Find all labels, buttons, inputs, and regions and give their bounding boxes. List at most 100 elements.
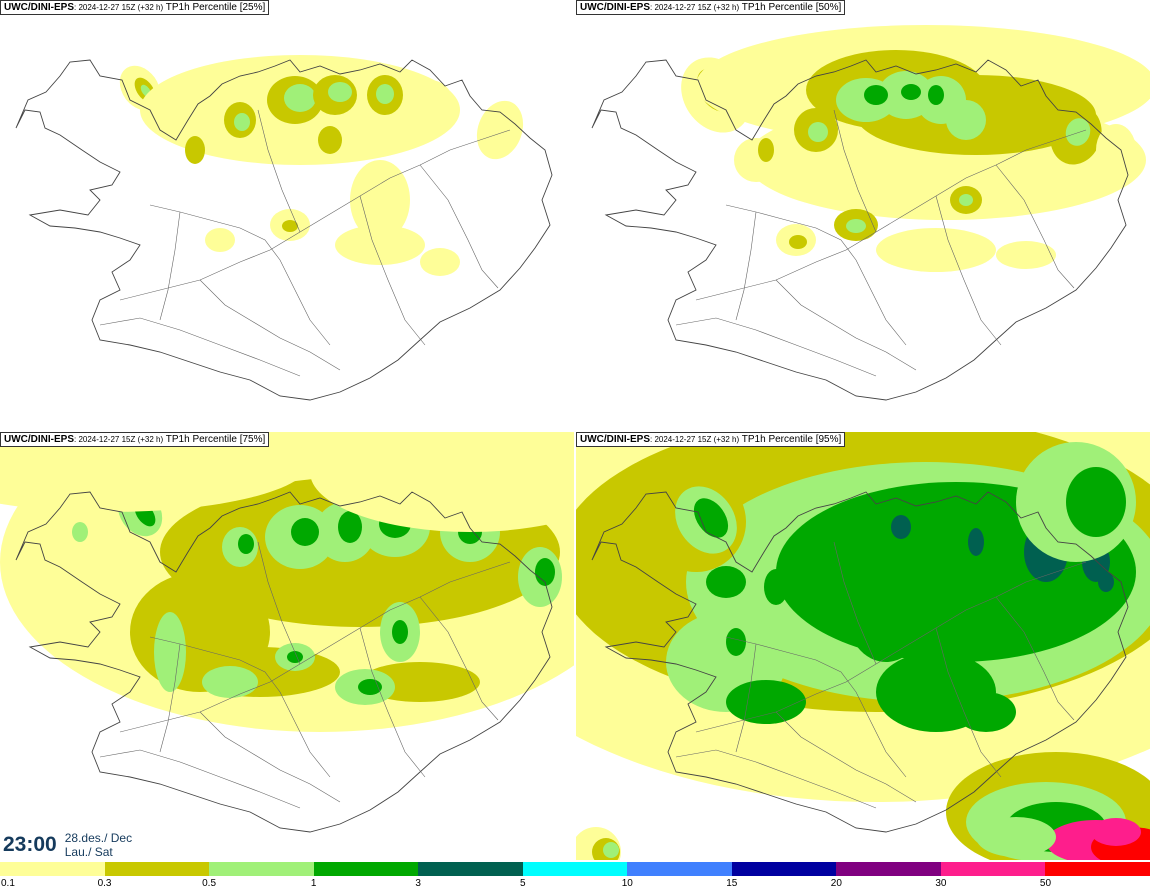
precip-contour (291, 518, 319, 546)
precip-contour (946, 100, 986, 140)
precip-contour (1091, 818, 1141, 846)
precip-contour (476, 100, 524, 160)
colorbar-tick-label: 0.1 (1, 878, 15, 889)
road-line (935, 195, 1002, 346)
colorbar-segment (940, 862, 1046, 876)
coastline (15, 491, 553, 833)
precip-contour (408, 80, 452, 120)
road-line (833, 541, 877, 665)
precip-contour (864, 85, 888, 105)
map-panel-p75: UWC/DINI-EPS: 2024-12-27 15Z (+32 h) TP1… (0, 432, 574, 860)
precip-contour (358, 679, 382, 695)
colorbar-segment (731, 862, 837, 876)
colorbar-tick-label: 1 (310, 878, 317, 889)
panel-title: UWC/DINI-EPS: 2024-12-27 15Z (+32 h) TP1… (0, 0, 270, 15)
coastline (591, 491, 1129, 833)
precip-contour (318, 126, 342, 154)
run-info: : 2024-12-27 15Z (+32 h) (74, 3, 164, 12)
precip-contour (1096, 124, 1136, 176)
precip-contour (808, 122, 828, 142)
panel-title: UWC/DINI-EPS: 2024-12-27 15Z (+32 h) TP1… (0, 432, 270, 447)
precip-contour (328, 82, 352, 102)
valid-time-box: 23:00 28.des./ Dec Lau./ Sat (0, 828, 140, 862)
colorbar-tick-label: 30 (935, 878, 947, 889)
road-line (159, 211, 181, 321)
colorbar (0, 862, 1150, 876)
precip-contour (535, 558, 555, 586)
precip-contour (726, 680, 806, 724)
valid-time: 23:00 (3, 833, 57, 856)
precip-contour (284, 84, 316, 112)
precip-contour (706, 566, 746, 598)
map-panel-p50: UWC/DINI-EPS: 2024-12-27 15Z (+32 h) TP1… (576, 0, 1150, 428)
precip-contour (996, 241, 1056, 269)
run-info: : 2024-12-27 15Z (+32 h) (650, 3, 740, 12)
precip-contour (928, 85, 944, 105)
precip-contour (154, 612, 186, 692)
precip-contour (1066, 467, 1126, 537)
colorbar-tick-label: 3 (415, 878, 421, 889)
precip-contour (420, 248, 460, 276)
road-line (99, 749, 301, 809)
precip-contour (789, 235, 807, 249)
map-panel-p25: UWC/DINI-EPS: 2024-12-27 15Z (+32 h) TP1… (0, 0, 574, 428)
colorbar-tick-label: 20 (830, 878, 842, 889)
colorbar-segment (627, 862, 732, 876)
precip-contour (846, 219, 866, 233)
run-info: : 2024-12-27 15Z (+32 h) (74, 435, 164, 444)
road-line (359, 195, 426, 346)
road-line (99, 317, 301, 377)
colorbar-segment (104, 862, 210, 876)
precip-contour (976, 817, 1056, 857)
road-line (775, 279, 917, 371)
map-panel-p95: UWC/DINI-EPS: 2024-12-27 15Z (+32 h) TP1… (576, 432, 1150, 860)
precip-contour (758, 138, 774, 162)
day-line: Lau./ Sat (64, 845, 113, 859)
precip-contour (968, 528, 984, 556)
precip-contour (335, 225, 425, 265)
precip-map-p75 (0, 432, 574, 833)
colorbar-segment (522, 862, 628, 876)
colorbar-segment (1045, 862, 1150, 876)
precip-contour (392, 620, 408, 644)
colorbar-tick-label: 50 (1039, 878, 1052, 889)
road-line (725, 204, 907, 346)
road-line (833, 109, 877, 233)
coastline (15, 59, 553, 401)
precip-contour (282, 220, 298, 232)
road-line (935, 627, 1002, 778)
road-line (159, 643, 181, 753)
precip-contour (338, 511, 362, 543)
colorbar-tick-label: 5 (519, 878, 526, 889)
model-name: UWC/DINI-EPS (4, 2, 74, 13)
precip-map-p50 (591, 25, 1150, 401)
colorbar-segment (0, 862, 105, 876)
model-name: UWC/DINI-EPS (4, 434, 74, 445)
precip-contour (1098, 572, 1114, 592)
precip-contour (876, 228, 996, 272)
precip-contour (959, 194, 973, 206)
precip-contour (376, 84, 394, 104)
precip-contour (185, 136, 205, 164)
precip-contour (764, 569, 788, 605)
precip-contour (310, 432, 574, 532)
colorbar-tick-label: 10 (621, 878, 633, 889)
precip-contour (238, 534, 254, 554)
road-line (675, 317, 877, 377)
field-name: TP1h Percentile [75%] (163, 434, 266, 445)
road-line (257, 541, 301, 665)
precip-field (576, 432, 1150, 860)
road-line (257, 109, 301, 233)
precip-field (119, 55, 524, 276)
road-line (995, 164, 1075, 289)
road-line (359, 627, 426, 778)
road-line (199, 711, 341, 803)
precip-contour (202, 666, 258, 698)
colorbar-segment (836, 862, 941, 876)
colorbar-tick-label: 15 (726, 878, 738, 889)
road-line (735, 643, 757, 753)
panel-title: UWC/DINI-EPS: 2024-12-27 15Z (+32 h) TP1… (576, 432, 846, 447)
precip-contour (0, 432, 310, 512)
colorbar-segment (313, 862, 419, 876)
precip-contour (956, 692, 1016, 732)
